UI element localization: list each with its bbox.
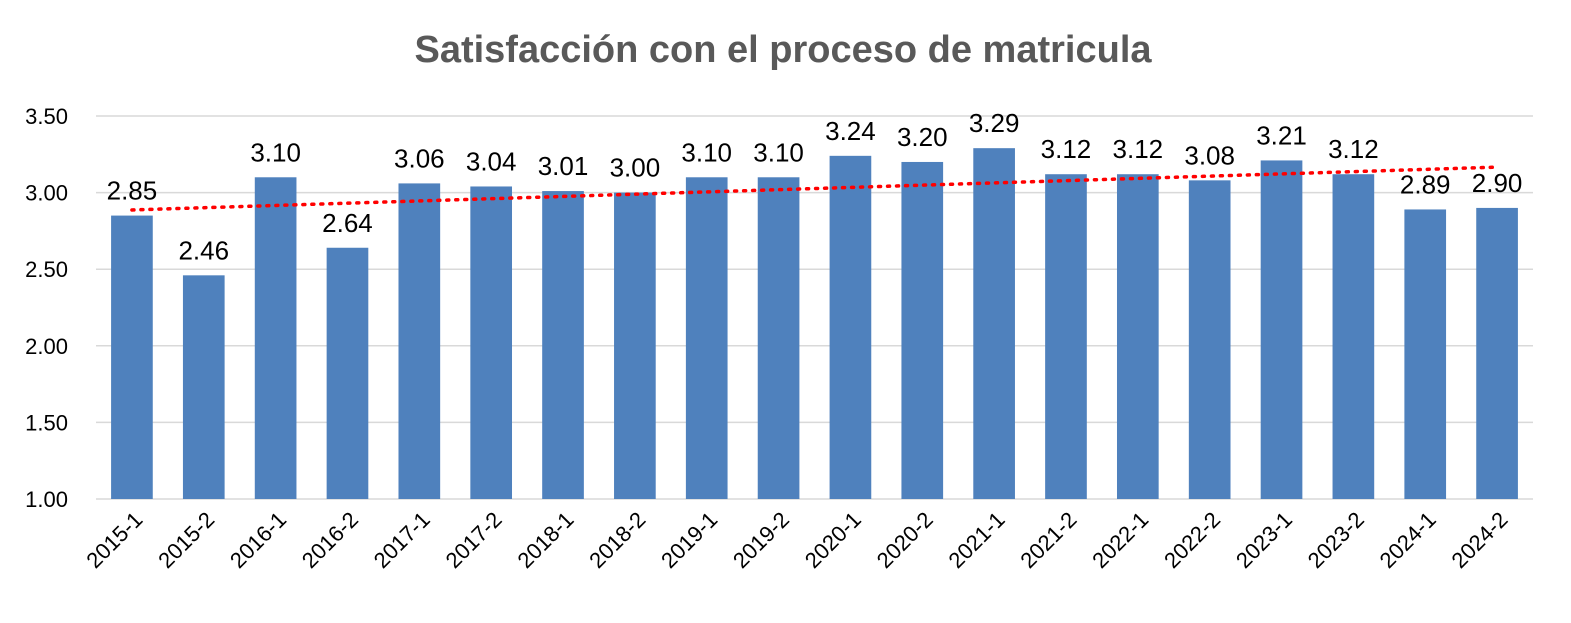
x-tick-label: 2021-2 [1015,507,1081,573]
x-tick-label: 2024-1 [1375,507,1441,573]
y-axis-ticks: 1.00 1.50 2.00 2.50 3.00 3.50 [25,104,68,512]
x-tick-label: 2023-1 [1231,507,1297,573]
data-label: 3.29 [969,108,1020,138]
bar [1116,174,1159,499]
x-tick-label: 2023-2 [1303,507,1369,573]
data-labels: 2.85 2.46 3.10 2.64 3.06 3.04 3.01 3.00 3.10 3.10… [107,108,1523,265]
bar [111,215,153,499]
x-tick-label: 2018-2 [584,507,650,573]
x-tick-label: 2020-2 [872,507,938,573]
x-tick-label: 2015-1 [81,507,147,573]
data-label: 2.90 [1472,168,1523,198]
data-label: 3.12 [1113,134,1164,164]
data-label: 3.20 [897,122,948,152]
bar [614,192,656,499]
x-tick-label: 2019-2 [728,507,794,573]
bars [111,148,1518,500]
trendline-line [130,165,1499,212]
data-label: 3.00 [610,153,661,183]
data-label: 2.46 [178,235,229,265]
x-tick-label: 2017-2 [441,507,507,573]
chart-title: Satisfacción con el proceso de matricula [414,29,1152,71]
data-label: 3.24 [825,116,876,146]
gridlines [96,115,1533,500]
bar [398,183,441,499]
bar [1260,160,1303,500]
data-label: 3.10 [681,137,732,167]
bar [1332,174,1375,499]
data-label: 3.12 [1041,134,1092,164]
y-tick-label: 3.00 [25,181,68,206]
data-label: 3.21 [1256,120,1307,150]
data-label: 3.04 [466,146,517,176]
bar [470,186,513,500]
x-tick-label: 2016-1 [225,507,291,573]
bar [757,177,800,499]
data-label: 2.64 [322,208,373,238]
data-label: 2.85 [107,176,158,206]
x-tick-label: 2022-2 [1159,507,1225,573]
bar [326,247,369,499]
y-tick-label: 1.00 [25,487,68,512]
bar [1476,207,1518,500]
data-label: 3.12 [1328,134,1379,164]
bar [685,177,728,499]
x-tick-label: 2017-1 [369,507,435,573]
data-label: 3.10 [250,137,301,167]
data-label: 3.08 [1184,140,1235,170]
y-tick-label: 3.50 [25,104,68,129]
y-tick-label: 1.50 [25,410,68,435]
bar [1045,174,1087,499]
bar [973,148,1015,499]
x-axis-ticks: 2015-1 2015-2 2016-1 2016-2 2017-1 2017-2 2018… [81,507,1512,573]
x-tick-label: 2015-2 [153,507,219,573]
data-label: 3.06 [394,143,445,173]
bar [829,155,872,499]
y-tick-label: 2.00 [25,334,68,359]
x-tick-label: 2019-1 [656,507,722,573]
x-tick-label: 2018-1 [512,507,578,573]
x-tick-label: 2024-2 [1446,507,1512,573]
x-tick-label: 2016-2 [297,507,363,573]
bar [1188,180,1231,499]
data-label: 3.01 [538,151,589,181]
x-tick-label: 2022-1 [1087,507,1153,573]
data-label: 2.89 [1400,169,1451,199]
bar [901,161,944,499]
bar [254,177,297,499]
y-tick-label: 2.50 [25,257,68,282]
bar [542,191,584,499]
trendline [130,165,1499,212]
data-label: 3.10 [753,137,804,167]
x-tick-label: 2021-1 [944,507,1010,573]
x-tick-label: 2020-1 [800,507,866,573]
bar [1404,209,1447,499]
bar [182,275,225,499]
